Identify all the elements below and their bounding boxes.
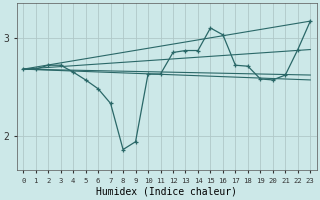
X-axis label: Humidex (Indice chaleur): Humidex (Indice chaleur) xyxy=(96,187,237,197)
